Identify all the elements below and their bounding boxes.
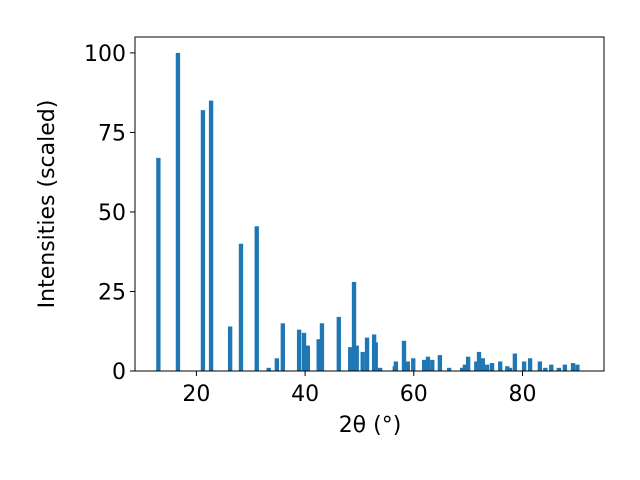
bar bbox=[570, 363, 576, 371]
bar bbox=[462, 364, 468, 371]
bar bbox=[401, 340, 407, 371]
y-tick-label: 100 bbox=[84, 42, 126, 67]
bar bbox=[476, 351, 482, 371]
bar bbox=[238, 243, 244, 371]
bar bbox=[484, 364, 490, 371]
bar bbox=[505, 366, 510, 371]
bar bbox=[562, 364, 568, 371]
plot-frame bbox=[134, 36, 605, 372]
bar bbox=[351, 281, 357, 371]
x-tick-label: 40 bbox=[291, 382, 319, 407]
bar bbox=[348, 347, 353, 371]
bar bbox=[425, 356, 431, 371]
bar bbox=[316, 339, 321, 371]
bar bbox=[175, 52, 181, 372]
y-tick-label: 50 bbox=[98, 201, 126, 226]
bar bbox=[549, 364, 554, 371]
bar bbox=[393, 361, 399, 371]
bar bbox=[301, 332, 307, 371]
bar bbox=[527, 358, 533, 371]
bar bbox=[411, 358, 416, 371]
x-axis-label: 2θ (°) bbox=[339, 413, 402, 438]
y-tick-label: 0 bbox=[112, 360, 126, 385]
bar bbox=[227, 326, 233, 371]
bar bbox=[354, 345, 359, 371]
bar bbox=[556, 367, 562, 371]
bar bbox=[305, 345, 310, 371]
x-tick-label: 20 bbox=[182, 382, 210, 407]
x-tick-label: 60 bbox=[400, 382, 428, 407]
bar bbox=[489, 363, 495, 371]
bar bbox=[208, 100, 214, 371]
y-axis-label: Intensities (scaled) bbox=[35, 100, 60, 309]
bar bbox=[266, 367, 271, 371]
y-tick-label: 25 bbox=[98, 280, 126, 305]
bar bbox=[446, 367, 452, 371]
bar bbox=[512, 353, 518, 371]
bar bbox=[507, 367, 513, 371]
bar bbox=[360, 351, 365, 371]
bar bbox=[280, 323, 285, 371]
bar bbox=[296, 329, 302, 371]
bar bbox=[465, 356, 471, 371]
x-tick-label: 80 bbox=[508, 382, 536, 407]
bar bbox=[480, 358, 485, 371]
bar bbox=[474, 361, 479, 371]
bar bbox=[200, 110, 206, 372]
bar bbox=[319, 323, 325, 371]
bar bbox=[459, 367, 465, 371]
bar bbox=[537, 361, 543, 371]
bar bbox=[336, 316, 341, 371]
bar bbox=[543, 367, 548, 371]
bar bbox=[498, 361, 503, 371]
bar bbox=[521, 361, 527, 371]
bar bbox=[437, 355, 443, 371]
bar bbox=[274, 358, 280, 371]
bar bbox=[254, 226, 259, 371]
bar bbox=[156, 157, 161, 371]
bar bbox=[421, 359, 427, 371]
bar bbox=[377, 367, 383, 371]
y-tick-label: 75 bbox=[98, 121, 126, 146]
bar bbox=[373, 342, 378, 371]
bar bbox=[575, 364, 580, 371]
bar bbox=[405, 361, 410, 371]
bar bbox=[364, 337, 370, 371]
bar bbox=[430, 359, 435, 371]
